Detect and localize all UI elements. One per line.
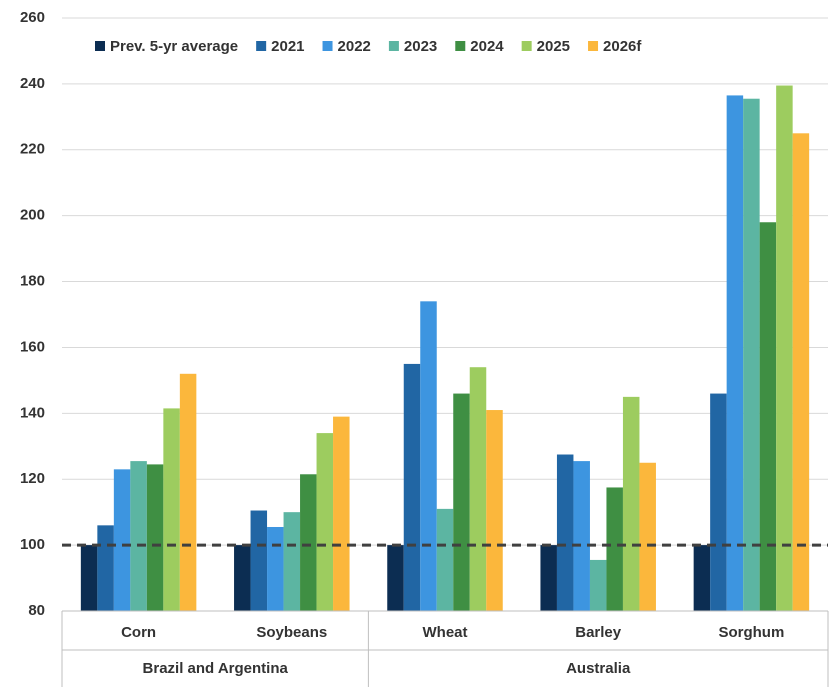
bar [130,461,147,611]
bar [453,393,470,611]
bar [710,393,727,611]
bar [333,416,350,611]
y-tick-label: 200 [20,207,45,224]
legend-label: 2023 [404,38,437,55]
group-label: Australia [566,660,631,677]
y-tick-label: 240 [20,75,45,92]
x-tick-label: Corn [121,624,156,641]
bar [179,373,197,611]
y-tick-label: 180 [20,273,45,290]
bar [573,461,590,611]
legend-swatch [322,41,333,51]
legend-label: 2021 [271,38,304,55]
bar [792,133,810,612]
y-tick-label: 140 [20,404,45,421]
bar [97,525,114,611]
x-tick-label: Sorghum [718,624,784,641]
legend-swatch [521,41,532,51]
y-tick-label: 220 [20,141,45,158]
bar [622,396,640,611]
legend-swatch [95,41,105,51]
legend-swatch [455,41,466,51]
bar [589,559,607,611]
bar [387,545,404,611]
legend-label: 2025 [537,38,570,55]
legend-label: 2026f [603,38,642,55]
bar [469,367,487,611]
bar [486,410,503,611]
bar [267,526,284,611]
bar [234,545,251,611]
bar [693,545,711,611]
bar [403,363,421,611]
y-tick-label: 80 [28,602,45,619]
bar [726,95,744,612]
legend-label: 2022 [338,38,371,55]
bar [420,301,437,611]
bar [113,469,131,611]
bar [300,474,317,611]
x-tick-label: Soybeans [256,624,327,641]
bar [80,545,98,611]
bar [540,545,557,611]
bar [743,98,760,612]
x-tick-label: Barley [575,624,622,641]
x-tick-label: Wheat [423,624,468,641]
bar [283,512,301,611]
bar [436,508,454,611]
legend-swatch [588,41,599,51]
y-tick-label: 260 [20,9,45,26]
bar [639,462,656,611]
bar [776,85,793,611]
bar [250,510,268,611]
legend-swatch [388,41,399,51]
y-tick-label: 100 [20,536,45,553]
y-tick-label: 120 [20,470,45,487]
legend-swatch [256,41,267,51]
bar [316,433,334,611]
bar [606,487,623,611]
legend-label: 2024 [470,38,504,55]
bar [146,464,164,611]
group-label: Brazil and Argentina [143,660,289,677]
bar [556,454,574,611]
bar [163,408,180,611]
legend-label: Prev. 5-yr average [110,38,238,55]
y-tick-label: 160 [20,338,45,355]
bar [759,222,777,611]
